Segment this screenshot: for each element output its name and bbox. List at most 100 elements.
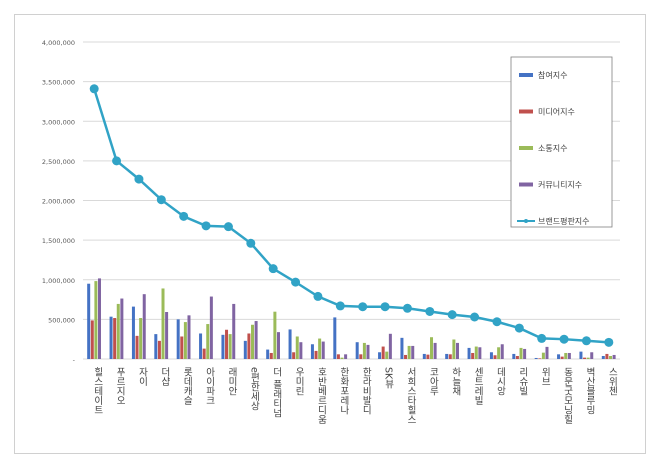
- line-point: [89, 84, 99, 94]
- bar-커뮤니티지수: [478, 347, 482, 359]
- bar-커뮤니티지수: [321, 341, 325, 359]
- line-point: [156, 195, 166, 205]
- y-tick-label: 2,000,000: [42, 198, 75, 206]
- x-tick-label: 리슈빌: [517, 367, 528, 396]
- bar-참여지수: [378, 352, 382, 359]
- bar-커뮤니티지수: [433, 342, 437, 359]
- line-point: [380, 302, 390, 312]
- bar-소통지수: [318, 338, 322, 359]
- line-point: [604, 337, 614, 347]
- legend-swatch: [519, 146, 533, 150]
- bar-미디어지수: [404, 354, 408, 359]
- bar-미디어지수: [180, 336, 184, 359]
- y-tick-label: 2,500,000: [42, 158, 75, 166]
- bar-미디어지수: [113, 318, 117, 359]
- x-tick-label: 데시앙: [494, 367, 505, 396]
- bar-미디어지수: [314, 350, 318, 359]
- line-point: [201, 221, 211, 231]
- bar-커뮤니티지수: [590, 352, 594, 359]
- bar-미디어지수: [605, 353, 609, 359]
- bar-참여지수: [512, 353, 516, 359]
- x-tick-label: 서희스타힐스: [405, 367, 416, 424]
- bar-참여지수: [445, 353, 449, 359]
- line-point: [246, 238, 256, 248]
- line-point: [492, 317, 502, 327]
- bar-참여지수: [579, 351, 583, 359]
- y-tick-label: 3,000,000: [42, 118, 75, 126]
- bar-미디어지수: [448, 354, 452, 359]
- legend-label: 미디어지수: [538, 107, 575, 117]
- line-point: [514, 323, 524, 333]
- bar-커뮤니티지수: [165, 312, 169, 359]
- bar-소통지수: [273, 311, 277, 359]
- bar-소통지수: [206, 324, 210, 359]
- line-point: [268, 264, 278, 274]
- bar-참여지수: [467, 347, 471, 359]
- bar-참여지수: [601, 355, 605, 359]
- bar-참여지수: [87, 283, 91, 359]
- x-tick-label: 우미린: [293, 367, 304, 396]
- bar-참여지수: [243, 340, 247, 359]
- x-tick-label: 푸르지오: [114, 367, 125, 405]
- x-tick-label: 위브: [539, 366, 550, 386]
- x-tick-label: 동문굿모닝힐: [562, 367, 573, 424]
- bar-커뮤니티지수: [187, 315, 191, 359]
- bar-미디어지수: [515, 355, 519, 359]
- bar-커뮤니티지수: [232, 303, 236, 359]
- legend-box: [510, 56, 613, 228]
- y-tick-label: -: [73, 356, 76, 364]
- x-tick-label: 더 플래티넘: [271, 367, 282, 418]
- x-tick-label: 아이파크: [204, 367, 215, 405]
- bar-참여지수: [131, 306, 135, 359]
- x-tick-label: 호반베르디움: [315, 367, 326, 424]
- bar-커뮤니티지수: [455, 342, 459, 359]
- bar-소통지수: [564, 352, 568, 359]
- legend-swatch: [519, 182, 533, 187]
- bar-참여지수: [489, 352, 493, 359]
- y-tick-label: 3,500,000: [42, 79, 75, 87]
- bar-미디어지수: [336, 354, 340, 359]
- bar-소통지수: [430, 337, 434, 359]
- bar-참여지수: [176, 319, 180, 359]
- bar-소통지수: [161, 288, 165, 359]
- chart-frame: [14, 14, 646, 454]
- bar-커뮤니티지수: [276, 332, 280, 359]
- bar-소통지수: [586, 357, 590, 359]
- x-tick-label: 한라비발디: [360, 367, 371, 415]
- legend-label: 소통지수: [538, 144, 567, 153]
- line-point: [537, 333, 547, 343]
- bar-참여지수: [557, 354, 561, 359]
- y-tick-label: 1,000,000: [42, 277, 75, 285]
- bar-커뮤니티지수: [523, 348, 527, 359]
- bar-소통지수: [497, 347, 501, 359]
- bar-커뮤니티지수: [612, 354, 616, 359]
- line-point: [559, 334, 569, 344]
- bar-커뮤니티지수: [388, 333, 392, 359]
- line-point: [179, 211, 189, 221]
- y-tick-label: 4,000,000: [42, 39, 75, 47]
- bar-커뮤니티지수: [97, 278, 101, 359]
- bar-소통지수: [452, 339, 456, 359]
- line-point: [470, 312, 480, 322]
- bar-소통지수: [609, 355, 613, 359]
- bar-커뮤니티지수: [366, 344, 370, 359]
- bar-미디어지수: [90, 320, 94, 359]
- line-point: [402, 303, 412, 313]
- bar-커뮤니티지수: [344, 354, 348, 359]
- bar-미디어지수: [157, 340, 161, 359]
- bar-참여지수: [355, 342, 359, 359]
- bar-참여지수: [221, 334, 225, 359]
- bar-참여지수: [288, 329, 292, 359]
- bar-커뮤니티지수: [142, 294, 146, 359]
- bar-소통지수: [407, 345, 411, 359]
- legend-swatch: [519, 73, 533, 77]
- x-tick-label: SK뷰: [383, 367, 394, 390]
- line-point: [291, 277, 301, 287]
- bar-소통지수: [116, 303, 120, 359]
- bar-커뮤니티지수: [209, 296, 213, 359]
- bar-소통지수: [362, 342, 366, 359]
- line-point: [358, 302, 368, 312]
- line-point: [112, 156, 122, 166]
- bar-미디어지수: [493, 355, 497, 359]
